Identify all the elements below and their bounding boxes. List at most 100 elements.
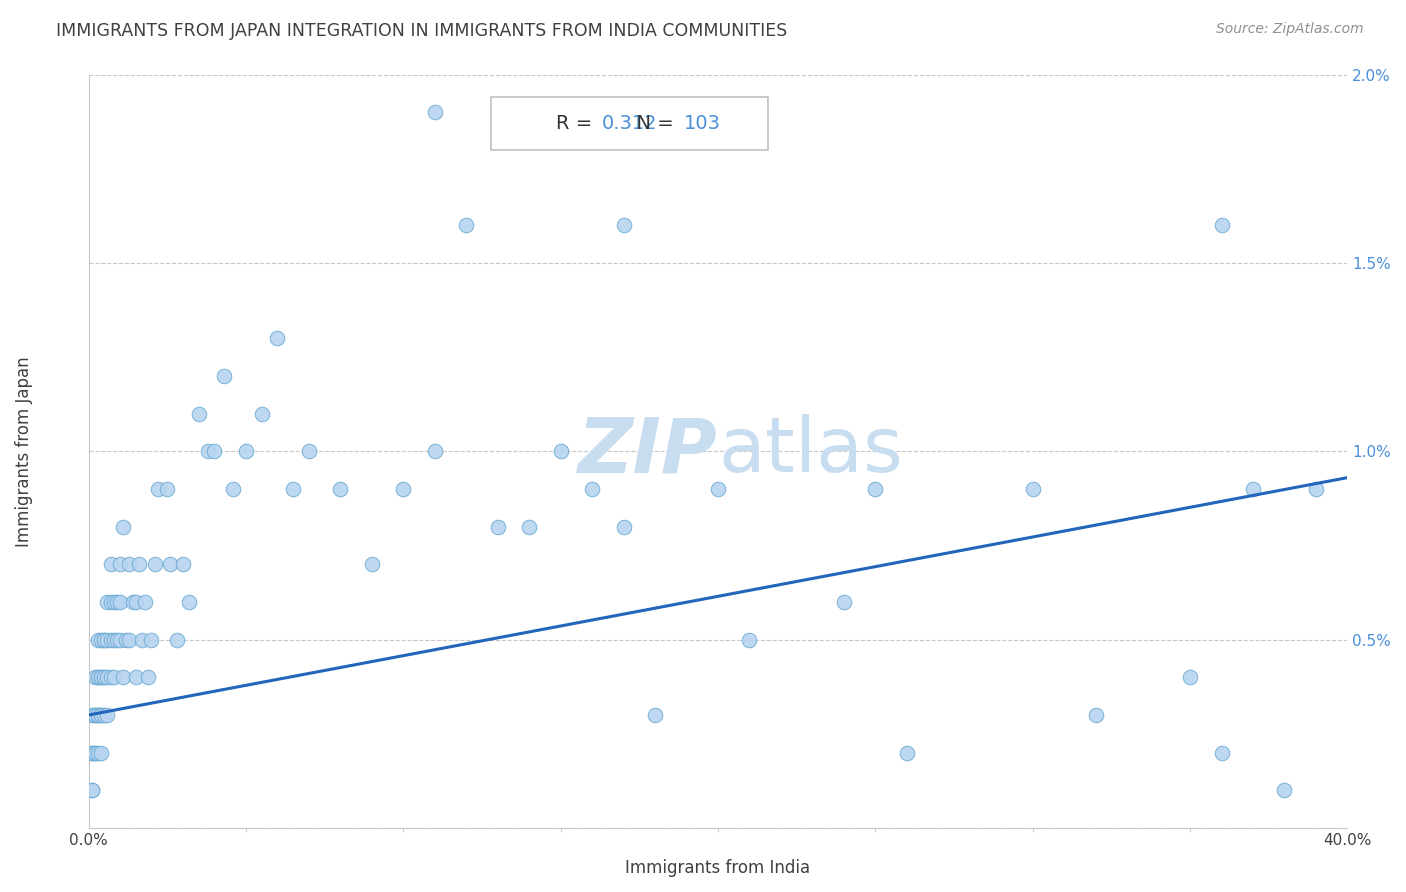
Point	[83, 708, 105, 723]
Point	[204, 444, 226, 458]
Point	[96, 670, 118, 684]
Point	[222, 482, 245, 496]
Point	[612, 218, 634, 232]
Point	[517, 519, 540, 533]
Point	[103, 595, 125, 609]
Point	[90, 708, 112, 723]
Point	[118, 632, 141, 647]
Point	[108, 558, 131, 572]
Text: ZIP: ZIP	[578, 414, 718, 488]
Point	[90, 670, 112, 684]
Point	[112, 670, 135, 684]
Point	[125, 670, 148, 684]
Point	[87, 670, 110, 684]
Point	[832, 595, 855, 609]
Point	[93, 670, 115, 684]
Point	[108, 595, 131, 609]
Point	[1274, 783, 1296, 797]
Point	[115, 632, 138, 647]
Point	[644, 708, 666, 723]
Point	[83, 746, 105, 760]
Point	[87, 708, 110, 723]
Point	[90, 708, 112, 723]
Point	[83, 670, 105, 684]
Point	[250, 407, 273, 421]
Point	[707, 482, 730, 496]
Point	[87, 670, 110, 684]
Point	[87, 632, 110, 647]
Point	[456, 218, 478, 232]
Point	[80, 746, 103, 760]
Point	[128, 558, 150, 572]
Text: Source: ZipAtlas.com: Source: ZipAtlas.com	[1216, 22, 1364, 37]
Point	[738, 632, 761, 647]
Point	[118, 558, 141, 572]
FancyBboxPatch shape	[491, 97, 768, 150]
Point	[392, 482, 415, 496]
Point	[865, 482, 887, 496]
Text: R =: R =	[555, 114, 599, 133]
Point	[159, 558, 181, 572]
Point	[103, 670, 125, 684]
Point	[1178, 670, 1201, 684]
Point	[100, 632, 122, 647]
Text: IMMIGRANTS FROM JAPAN INTEGRATION IN IMMIGRANTS FROM INDIA COMMUNITIES: IMMIGRANTS FROM JAPAN INTEGRATION IN IMM…	[56, 22, 787, 40]
Point	[103, 632, 125, 647]
Point	[896, 746, 918, 760]
Point	[486, 519, 509, 533]
Point	[121, 595, 143, 609]
Point	[281, 482, 304, 496]
Point	[423, 444, 446, 458]
Point	[1305, 482, 1327, 496]
Point	[105, 632, 128, 647]
Point	[93, 670, 115, 684]
Point	[138, 670, 160, 684]
Point	[108, 632, 131, 647]
Point	[134, 595, 156, 609]
Point	[141, 632, 163, 647]
Point	[90, 632, 112, 647]
Point	[179, 595, 201, 609]
Point	[96, 632, 118, 647]
Point	[329, 482, 352, 496]
Point	[100, 558, 122, 572]
Text: 0.312: 0.312	[602, 114, 658, 133]
Point	[166, 632, 188, 647]
Point	[581, 482, 603, 496]
Point	[197, 444, 219, 458]
Point	[87, 746, 110, 760]
Point	[156, 482, 179, 496]
Point	[93, 708, 115, 723]
Point	[131, 632, 153, 647]
Point	[83, 708, 105, 723]
Point	[1241, 482, 1264, 496]
Point	[146, 482, 169, 496]
Point	[1211, 746, 1233, 760]
Point	[80, 708, 103, 723]
Point	[83, 746, 105, 760]
Point	[1084, 708, 1107, 723]
Point	[90, 670, 112, 684]
Text: N =: N =	[624, 114, 681, 133]
Point	[143, 558, 166, 572]
Point	[80, 783, 103, 797]
Text: 103: 103	[683, 114, 721, 133]
Point	[87, 708, 110, 723]
Y-axis label: Immigrants from Japan: Immigrants from Japan	[15, 356, 32, 547]
Point	[90, 746, 112, 760]
Point	[125, 595, 148, 609]
X-axis label: Immigrants from India: Immigrants from India	[626, 859, 810, 877]
Point	[93, 632, 115, 647]
Point	[112, 519, 135, 533]
Text: atlas: atlas	[718, 414, 903, 488]
Point	[550, 444, 572, 458]
Point	[100, 595, 122, 609]
Point	[96, 595, 118, 609]
Point	[235, 444, 257, 458]
Point	[423, 105, 446, 120]
Point	[172, 558, 194, 572]
Point	[96, 708, 118, 723]
Point	[83, 708, 105, 723]
Point	[1021, 482, 1043, 496]
Point	[360, 558, 382, 572]
